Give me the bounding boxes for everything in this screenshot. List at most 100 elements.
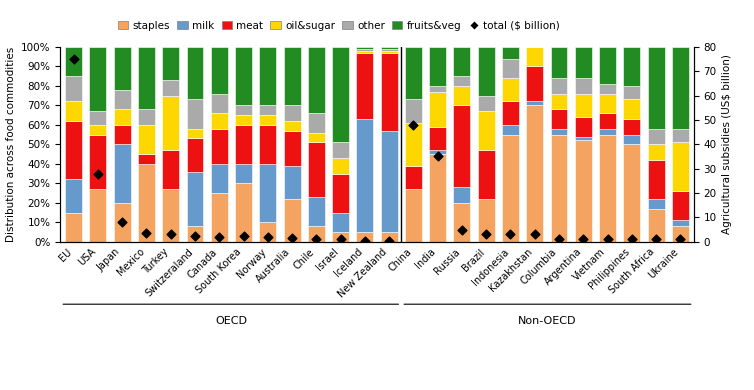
- total ($ billion): [68, 56, 80, 62]
- Bar: [308, 113, 325, 133]
- Bar: [478, 47, 495, 96]
- Bar: [308, 226, 325, 242]
- Bar: [453, 203, 470, 242]
- total ($ billion): [578, 236, 590, 243]
- Bar: [235, 47, 252, 105]
- Bar: [114, 144, 130, 203]
- Bar: [648, 160, 664, 199]
- Bar: [550, 135, 568, 242]
- total ($ billion): [553, 236, 565, 243]
- Bar: [162, 80, 179, 96]
- Bar: [575, 117, 592, 136]
- Bar: [65, 47, 82, 76]
- Bar: [624, 119, 640, 135]
- Bar: [672, 142, 689, 191]
- total ($ billion): [238, 232, 250, 239]
- Bar: [526, 105, 543, 242]
- Bar: [381, 49, 397, 51]
- Bar: [65, 101, 82, 121]
- Bar: [162, 150, 179, 189]
- total ($ billion): [359, 238, 371, 244]
- Bar: [332, 158, 349, 174]
- Bar: [478, 111, 495, 150]
- Bar: [138, 125, 155, 154]
- Bar: [332, 142, 349, 158]
- Bar: [381, 47, 397, 49]
- Bar: [332, 174, 349, 213]
- Bar: [624, 47, 640, 86]
- total ($ billion): [504, 231, 516, 238]
- Bar: [429, 127, 446, 150]
- Bar: [284, 47, 301, 105]
- Bar: [502, 58, 519, 78]
- Bar: [575, 78, 592, 94]
- Bar: [357, 51, 373, 53]
- Bar: [259, 115, 276, 125]
- Bar: [138, 109, 155, 125]
- Bar: [186, 172, 204, 226]
- Bar: [405, 166, 422, 189]
- Bar: [453, 47, 470, 76]
- Bar: [357, 232, 373, 242]
- total ($ billion): [262, 234, 274, 240]
- Bar: [357, 53, 373, 119]
- Bar: [114, 203, 130, 242]
- total ($ billion): [335, 236, 347, 243]
- Bar: [453, 105, 470, 187]
- Bar: [575, 47, 592, 78]
- total ($ billion): [383, 238, 395, 244]
- Bar: [186, 138, 204, 172]
- Bar: [235, 115, 252, 125]
- Bar: [259, 222, 276, 242]
- Bar: [90, 189, 106, 242]
- Bar: [162, 96, 179, 150]
- total ($ billion): [213, 234, 225, 240]
- Bar: [648, 144, 664, 160]
- Text: OECD: OECD: [216, 316, 247, 326]
- total ($ billion): [674, 236, 686, 243]
- Bar: [332, 213, 349, 232]
- Bar: [114, 125, 130, 144]
- Bar: [186, 129, 204, 138]
- Bar: [672, 47, 689, 129]
- total ($ billion): [189, 232, 201, 239]
- Bar: [429, 154, 446, 242]
- Bar: [453, 76, 470, 86]
- Bar: [235, 105, 252, 115]
- Bar: [453, 86, 470, 105]
- Bar: [65, 213, 82, 242]
- total ($ billion): [431, 153, 443, 160]
- Bar: [672, 129, 689, 142]
- Bar: [211, 47, 228, 94]
- total ($ billion): [602, 236, 614, 243]
- Bar: [186, 47, 204, 99]
- Bar: [599, 47, 616, 84]
- Bar: [405, 47, 422, 99]
- Bar: [575, 94, 592, 117]
- Bar: [381, 232, 397, 242]
- Bar: [138, 47, 155, 109]
- total ($ billion): [456, 227, 468, 233]
- Bar: [186, 99, 204, 129]
- Bar: [550, 78, 568, 94]
- Bar: [308, 197, 325, 226]
- total ($ billion): [529, 231, 541, 238]
- Bar: [211, 94, 228, 113]
- Bar: [453, 187, 470, 203]
- Bar: [138, 164, 155, 242]
- Bar: [211, 164, 228, 193]
- Bar: [502, 135, 519, 242]
- Bar: [90, 135, 106, 189]
- Bar: [599, 135, 616, 242]
- Bar: [478, 96, 495, 111]
- total ($ billion): [311, 236, 323, 243]
- Bar: [429, 47, 446, 86]
- Bar: [357, 49, 373, 51]
- Bar: [648, 129, 664, 144]
- total ($ billion): [286, 235, 298, 241]
- Bar: [405, 123, 422, 166]
- Bar: [672, 191, 689, 220]
- total ($ billion): [140, 230, 152, 236]
- total ($ billion): [626, 236, 638, 243]
- Bar: [114, 109, 130, 125]
